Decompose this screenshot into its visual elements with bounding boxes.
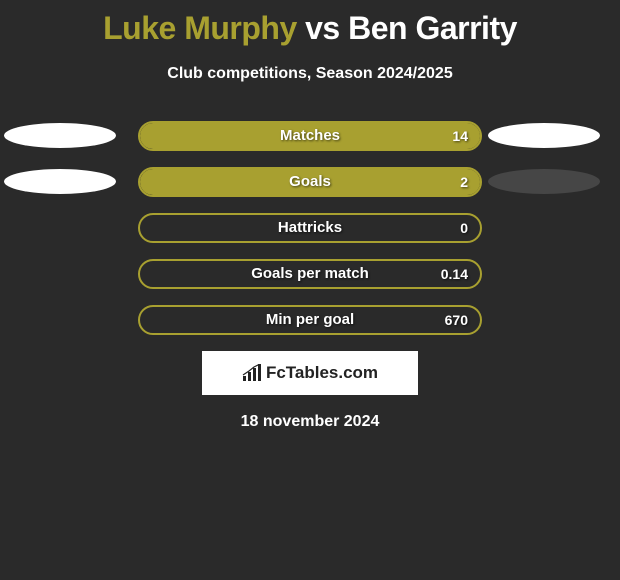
stat-row: Hattricks 0 bbox=[0, 213, 620, 243]
right-ellipse-icon bbox=[488, 123, 600, 148]
stat-row: Goals 2 bbox=[0, 167, 620, 197]
stat-label: Hattricks bbox=[140, 215, 480, 241]
vs-text: vs bbox=[305, 10, 340, 46]
stat-value: 670 bbox=[445, 307, 468, 333]
bar-chart-icon bbox=[242, 364, 262, 382]
stat-bar: Goals per match 0.14 bbox=[138, 259, 482, 289]
player1-name: Luke Murphy bbox=[103, 10, 297, 46]
stat-value: 14 bbox=[452, 123, 468, 149]
stat-label: Min per goal bbox=[140, 307, 480, 333]
stat-label: Matches bbox=[140, 123, 480, 149]
stat-row: Goals per match 0.14 bbox=[0, 259, 620, 289]
stat-label: Goals per match bbox=[140, 261, 480, 287]
subtitle: Club competitions, Season 2024/2025 bbox=[0, 65, 620, 83]
stat-label: Goals bbox=[140, 169, 480, 195]
logo-text: FcTables.com bbox=[266, 363, 378, 383]
date-text: 18 november 2024 bbox=[0, 413, 620, 431]
stat-bar: Matches 14 bbox=[138, 121, 482, 151]
left-ellipse-icon bbox=[4, 123, 116, 148]
comparison-title: Luke Murphy vs Ben Garrity bbox=[0, 0, 620, 47]
stat-value: 0.14 bbox=[441, 261, 468, 287]
stat-bar: Min per goal 670 bbox=[138, 305, 482, 335]
stat-bar: Goals 2 bbox=[138, 167, 482, 197]
player2-name: Ben Garrity bbox=[348, 10, 517, 46]
stats-container: Matches 14 Goals 2 Hattricks 0 Goals per… bbox=[0, 121, 620, 335]
stat-bar: Hattricks 0 bbox=[138, 213, 482, 243]
stat-row: Min per goal 670 bbox=[0, 305, 620, 335]
right-ellipse-icon bbox=[488, 169, 600, 194]
fctables-logo: FcTables.com bbox=[202, 351, 418, 395]
stat-value: 2 bbox=[460, 169, 468, 195]
left-ellipse-icon bbox=[4, 169, 116, 194]
stat-row: Matches 14 bbox=[0, 121, 620, 151]
stat-value: 0 bbox=[460, 215, 468, 241]
